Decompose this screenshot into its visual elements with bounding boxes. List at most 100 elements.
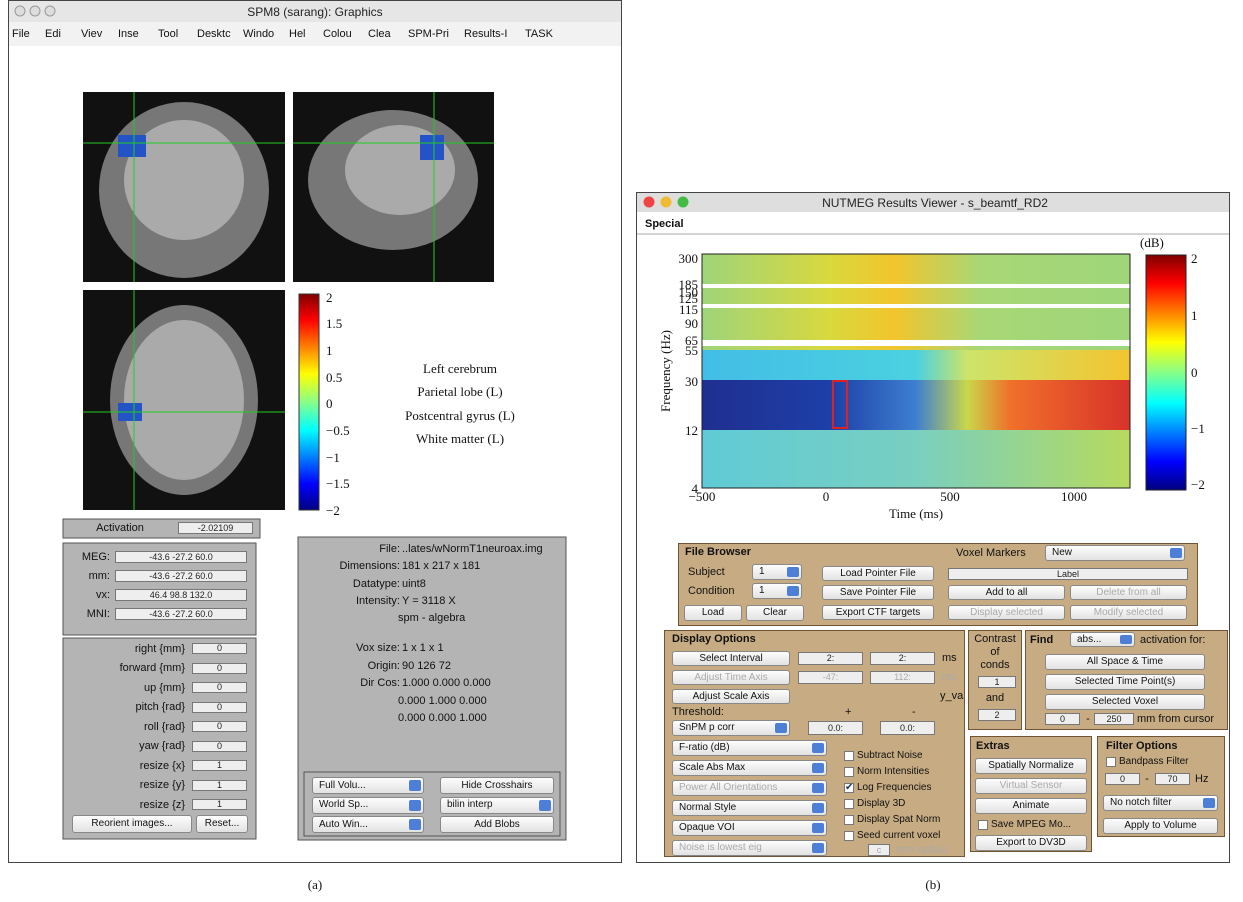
lbl: ms — [942, 652, 957, 664]
check[interactable]: Save MPEG Mo... — [977, 818, 1089, 832]
btn[interactable]: Reorient images... — [72, 815, 192, 833]
btn[interactable]: Export CTF targets — [822, 605, 934, 620]
field[interactable]: c — [868, 844, 890, 856]
field[interactable]: 1 — [192, 779, 247, 791]
lbl: 2 — [1191, 251, 1198, 265]
btn[interactable]: Adjust Time Axis — [672, 670, 790, 685]
window-button[interactable] — [643, 196, 655, 208]
btn[interactable]: Reset... — [196, 815, 248, 833]
field[interactable]: 1 — [192, 760, 247, 771]
field[interactable]: 0 — [1105, 773, 1140, 785]
field[interactable]: 46.4 98.8 132.0 — [115, 589, 247, 601]
field[interactable]: Label — [948, 568, 1188, 580]
field[interactable]: 0.0: — [880, 721, 935, 735]
field[interactable]: -2.02109 — [178, 522, 253, 534]
check[interactable]: Subtract Noise — [843, 749, 961, 763]
check-label: Save MPEG Mo... — [991, 819, 1072, 830]
btn[interactable]: Hide Crosshairs — [440, 777, 554, 794]
field[interactable]: 250 — [1094, 713, 1134, 725]
field[interactable]: 0 — [192, 682, 247, 693]
popup[interactable]: 1 — [752, 583, 802, 599]
check[interactable]: Display 3D — [843, 797, 961, 811]
field[interactable]: 0 — [1045, 713, 1080, 725]
popup[interactable]: bilin interp — [440, 796, 554, 814]
window-button[interactable] — [660, 196, 672, 208]
btn[interactable]: Delete from all — [1070, 585, 1187, 600]
popup[interactable]: Auto Win... — [312, 816, 424, 833]
popup[interactable]: World Sp... — [312, 796, 424, 814]
field[interactable]: -43.6 -27.2 60.0 — [115, 608, 247, 620]
window-button[interactable] — [14, 5, 26, 17]
popup[interactable]: Full Volu... — [312, 777, 424, 794]
lblc: and — [985, 692, 1005, 704]
btn[interactable]: Add Blobs — [440, 816, 554, 833]
window-button[interactable] — [29, 5, 41, 17]
btn[interactable]: Adjust Scale Axis — [672, 689, 790, 704]
btn[interactable]: Load — [684, 605, 742, 621]
btn[interactable]: Animate — [975, 798, 1087, 814]
field[interactable]: 0 — [192, 662, 247, 674]
btn[interactable]: Selected Voxel — [1045, 694, 1205, 710]
check[interactable]: Bandpass Filter — [1105, 755, 1215, 769]
btn[interactable]: All Space & Time — [1045, 654, 1205, 670]
field[interactable]: 0 — [192, 701, 247, 713]
field[interactable]: 0 — [192, 721, 247, 732]
lblr: 65 — [685, 333, 698, 347]
field[interactable]: 112: — [870, 671, 935, 684]
popup[interactable]: SnPM p corr — [672, 720, 790, 736]
field[interactable]: 0 — [192, 643, 247, 654]
field[interactable]: 1 — [978, 676, 1016, 688]
btn[interactable]: Selected Time Point(s) — [1045, 674, 1205, 690]
popup[interactable]: New — [1045, 545, 1185, 561]
field[interactable]: -43.6 -27.2 60.0 — [115, 570, 247, 582]
check[interactable]: Norm Intensities — [843, 765, 961, 779]
field[interactable]: 70 — [1155, 773, 1190, 785]
checkbox[interactable] — [844, 799, 854, 809]
field[interactable]: -47: — [798, 671, 863, 684]
btn[interactable]: Clear — [746, 605, 804, 621]
popup[interactable]: Noise is lowest eig — [672, 840, 827, 856]
btn[interactable]: Select Interval — [672, 651, 790, 666]
window-button[interactable] — [44, 5, 56, 17]
btn[interactable]: Virtual Sensor — [975, 778, 1087, 794]
popup[interactable]: Opaque VOI — [672, 820, 827, 836]
checkbox[interactable]: ✔ — [844, 782, 854, 793]
field[interactable]: 1 — [192, 799, 247, 810]
popup[interactable]: 1 — [752, 564, 802, 580]
btn[interactable]: Display selected — [948, 605, 1065, 620]
checkbox[interactable] — [844, 751, 854, 761]
btn[interactable]: Load Pointer File — [822, 566, 934, 581]
lbl: −0.5 — [326, 423, 350, 438]
field[interactable]: 0 — [192, 740, 247, 752]
btn[interactable]: Add to all — [948, 585, 1065, 600]
popup[interactable]: F-ratio (dB) — [672, 740, 827, 756]
btn[interactable]: Export to DV3D — [975, 835, 1087, 851]
field[interactable]: 0.0: — [808, 721, 863, 735]
popup[interactable]: No notch filter — [1103, 795, 1218, 811]
checkbox[interactable] — [1106, 757, 1116, 767]
btn[interactable]: Save Pointer File — [822, 585, 934, 600]
window-button[interactable] — [677, 196, 689, 208]
btn[interactable]: Apply to Volume — [1103, 818, 1218, 834]
field[interactable]: 2 — [978, 709, 1016, 721]
btn[interactable]: Spatially Normalize — [975, 758, 1087, 774]
checkbox[interactable] — [844, 767, 854, 777]
checkbox[interactable] — [978, 820, 988, 830]
field[interactable]: -43.6 -27.2 60.0 — [115, 551, 247, 563]
popup[interactable]: Power All Orientations — [672, 780, 827, 796]
lbl: 0 — [326, 396, 333, 411]
checkbox[interactable] — [844, 815, 854, 825]
field[interactable]: 2: — [798, 652, 863, 665]
lbl: Desktc — [197, 27, 231, 40]
btn[interactable]: Modify selected — [1070, 605, 1187, 620]
popup[interactable]: Scale Abs Max — [672, 760, 827, 776]
title: SPM8 (sarang): Graphics — [247, 4, 383, 19]
check[interactable]: Display Spat Norm — [843, 813, 961, 827]
popup[interactable]: Normal Style — [672, 800, 827, 816]
check[interactable]: Seed current voxel — [843, 829, 961, 843]
field[interactable]: 2: — [870, 652, 935, 665]
title: NUTMEG Results Viewer - s_beamtf_RD2 — [822, 195, 1048, 210]
popup[interactable]: abs... — [1070, 632, 1135, 647]
check[interactable]: ✔ Log Frequencies — [843, 781, 961, 795]
checkbox[interactable] — [844, 831, 854, 841]
